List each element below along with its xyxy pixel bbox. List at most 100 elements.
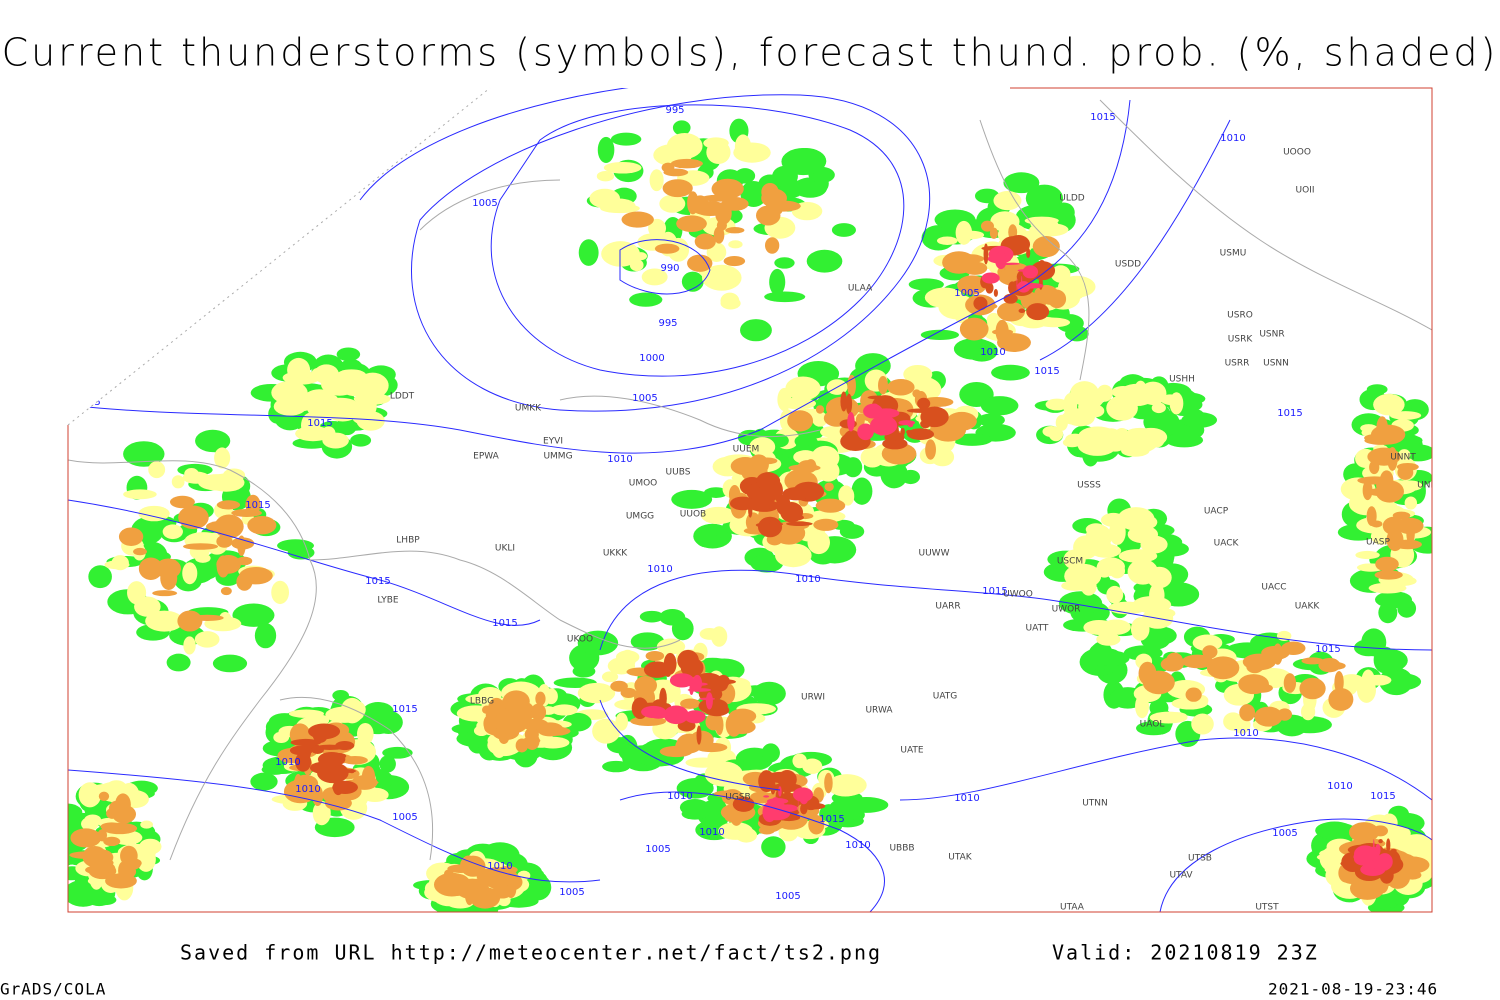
shade-cell xyxy=(981,272,1000,284)
shade-cell xyxy=(659,194,686,213)
shade-cell xyxy=(792,787,814,802)
shade-cell xyxy=(953,338,995,360)
isobar-label: 1005 xyxy=(472,198,497,209)
shade-cell xyxy=(699,628,720,640)
shade-cell xyxy=(1127,559,1159,585)
shade-cell xyxy=(1338,674,1366,691)
shade-cell xyxy=(871,403,879,411)
shade-cell xyxy=(82,845,108,868)
shade-cell xyxy=(761,182,779,202)
shade-cell xyxy=(1118,549,1158,563)
station-code: UMKK xyxy=(515,404,542,414)
shade-cell xyxy=(630,632,665,651)
shade-cell xyxy=(700,506,736,525)
shade-cell xyxy=(335,741,355,751)
shade-cell xyxy=(118,527,144,546)
isobar-label: 1010 xyxy=(275,757,300,768)
shade-cell xyxy=(750,554,784,573)
shade-cell xyxy=(572,665,596,678)
shade-cell xyxy=(687,191,699,215)
shade-cell xyxy=(1026,247,1031,259)
shade-cell xyxy=(103,836,121,847)
shade-cell xyxy=(669,673,694,688)
shade-cell xyxy=(379,755,396,773)
shade-cell xyxy=(730,457,760,476)
shade-cell xyxy=(326,402,359,422)
station-code: UACK xyxy=(1214,539,1240,549)
shade-cell xyxy=(831,223,856,237)
shade-cell xyxy=(535,691,546,706)
station-code: LYBE xyxy=(377,596,398,606)
shade-cell xyxy=(681,271,704,292)
station-code: UUBS xyxy=(666,468,691,478)
isobar-label: 1010 xyxy=(845,840,870,851)
station-code: UOII xyxy=(1296,186,1315,196)
shade-cell xyxy=(1242,653,1276,671)
shade-cell xyxy=(980,396,1019,416)
shade-cell xyxy=(824,772,833,794)
station-code: USSS xyxy=(1077,481,1101,491)
shade-cell xyxy=(898,420,916,426)
shade-cell xyxy=(827,774,867,797)
shade-cell xyxy=(85,865,112,875)
isobar-label: 1010 xyxy=(607,454,632,465)
station-code: UMGG xyxy=(626,512,654,522)
shade-cell xyxy=(68,803,83,821)
shade-cell xyxy=(317,751,346,767)
shade-cell xyxy=(1396,462,1419,471)
station-code: UKLI xyxy=(495,544,515,554)
isobar-label: 1015 xyxy=(982,586,1007,597)
shade-cell xyxy=(312,800,331,826)
shade-cell xyxy=(828,797,863,821)
shade-cell xyxy=(98,791,110,802)
shade-cell xyxy=(301,412,321,439)
shade-cell xyxy=(374,712,400,733)
shade-cell xyxy=(70,828,102,848)
shade-cell xyxy=(277,539,314,552)
shade-cell xyxy=(1378,838,1383,844)
shade-cell xyxy=(777,769,797,789)
shade-cell xyxy=(838,485,854,506)
shade-cell xyxy=(1045,398,1069,411)
shade-cell xyxy=(1149,583,1165,608)
shade-cell xyxy=(498,732,509,744)
shade-cell xyxy=(740,319,772,342)
shade-cell xyxy=(178,505,209,530)
isobar-label: 1010 xyxy=(295,784,320,795)
shade-cell xyxy=(111,555,129,571)
station-code: UWOR xyxy=(1052,605,1081,615)
shade-cell xyxy=(810,445,840,470)
isobar-label: 1015 xyxy=(819,814,844,825)
shade-cell xyxy=(989,227,998,239)
shade-cell xyxy=(815,405,825,414)
station-code: LBBG xyxy=(470,697,494,707)
shade-cell xyxy=(954,310,969,324)
shade-cell xyxy=(610,132,642,146)
station-code: UNNT xyxy=(1390,453,1416,463)
station-code: UAKK xyxy=(1295,602,1321,612)
shade-cell xyxy=(311,745,324,755)
shade-cell xyxy=(792,753,807,769)
shade-cell xyxy=(577,682,616,704)
shade-cell xyxy=(765,200,801,212)
shade-cell xyxy=(763,800,786,814)
shade-cell xyxy=(1085,523,1107,536)
shade-cell xyxy=(993,191,1022,211)
shade-cell xyxy=(785,514,804,521)
station-code: USRR xyxy=(1225,359,1250,369)
shade-cell xyxy=(671,489,713,509)
valid-time: Valid: 20210819 23Z xyxy=(1052,941,1319,965)
shade-cell xyxy=(663,652,677,675)
shade-cell xyxy=(1052,202,1075,223)
shade-cell xyxy=(806,249,843,273)
shade-cell xyxy=(815,498,846,513)
shade-cell xyxy=(1321,661,1346,670)
shade-cell xyxy=(1272,643,1283,665)
isobar-label: 1010 xyxy=(1220,133,1245,144)
shade-cell xyxy=(222,468,246,482)
shade-cell xyxy=(138,505,170,522)
shade-cell xyxy=(855,413,865,428)
station-code: UOOO xyxy=(1283,148,1311,158)
shade-cell xyxy=(261,764,288,775)
station-code: UGSB xyxy=(725,793,750,803)
